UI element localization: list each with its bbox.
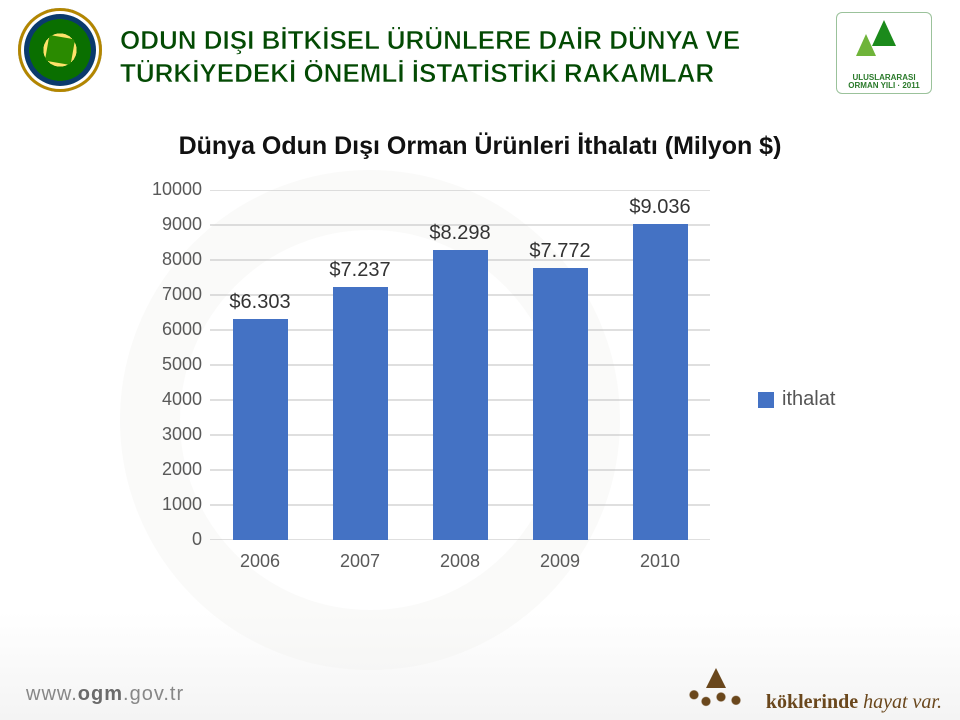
bar-chart: 0 1000 2000 3000 4000 5000 6000 7000 8000 9000 100… <box>140 180 720 580</box>
x-tick-label: 2006 <box>220 551 300 572</box>
bar-value-label: $9.036 <box>615 196 705 219</box>
bar <box>333 287 388 540</box>
y-tick-label: 10000 <box>140 179 202 200</box>
y-tick-label: 0 <box>140 529 202 550</box>
footer-tagline: köklerinde hayat var. <box>678 668 942 714</box>
y-tick-label: 2000 <box>140 459 202 480</box>
chart-title: Dünya Odun Dışı Orman Ürünleri İthalatı … <box>0 132 960 161</box>
bar <box>533 268 588 540</box>
bar-value-label: $7.237 <box>315 259 405 282</box>
slide-root: ULUSLARARASI ORMAN YILI · 2011 ODUN DIŞI… <box>0 0 960 720</box>
x-tick-label: 2008 <box>420 551 500 572</box>
x-tick-label: 2009 <box>520 551 600 572</box>
footer-url: www.ogm.gov.tr <box>26 683 184 706</box>
roots-icon <box>678 668 758 714</box>
x-tick-label: 2007 <box>320 551 400 572</box>
y-tick-label: 9000 <box>140 214 202 235</box>
title-line-2: TÜRKİYEDEKİ ÖNEMLİ İSTATİSTİKİ RAKAMLAR <box>120 57 740 90</box>
y-tick-label: 8000 <box>140 249 202 270</box>
url-prefix: www. <box>26 683 78 705</box>
bar <box>633 224 688 540</box>
tagline-prefix: köklerinde <box>766 691 858 713</box>
y-tick-label: 5000 <box>140 354 202 375</box>
title-line-1: ODUN DIŞI BİTKİSEL ÜRÜNLERE DAİR DÜNYA V… <box>120 24 740 57</box>
bar-value-label: $7.772 <box>515 240 605 263</box>
bar-value-label: $8.298 <box>415 222 505 245</box>
tagline-text: köklerinde hayat var. <box>766 691 942 714</box>
forest-year-caption: ULUSLARARASI ORMAN YILI · 2011 <box>842 74 926 90</box>
slide-title: ODUN DIŞI BİTKİSEL ÜRÜNLERE DAİR DÜNYA V… <box>120 24 740 89</box>
tree-icon <box>854 20 914 60</box>
legend: ithalat <box>758 388 835 411</box>
y-tick-label: 6000 <box>140 319 202 340</box>
url-main: ogm <box>78 683 123 705</box>
y-tick-label: 4000 <box>140 389 202 410</box>
ogm-logo-icon <box>18 8 102 92</box>
bar <box>433 250 488 540</box>
bar <box>233 319 288 540</box>
url-suffix: .gov.tr <box>123 683 184 705</box>
y-tick-label: 3000 <box>140 424 202 445</box>
legend-swatch <box>758 392 774 408</box>
y-tick-label: 1000 <box>140 494 202 515</box>
legend-label: ithalat <box>782 388 835 411</box>
tagline-em: hayat var. <box>863 691 942 713</box>
footer: www.ogm.gov.tr köklerinde hayat var. <box>0 654 960 720</box>
forest-year-logo-icon: ULUSLARARASI ORMAN YILI · 2011 <box>836 12 932 94</box>
x-tick-label: 2010 <box>620 551 700 572</box>
y-tick-label: 7000 <box>140 284 202 305</box>
bar-value-label: $6.303 <box>215 291 305 314</box>
